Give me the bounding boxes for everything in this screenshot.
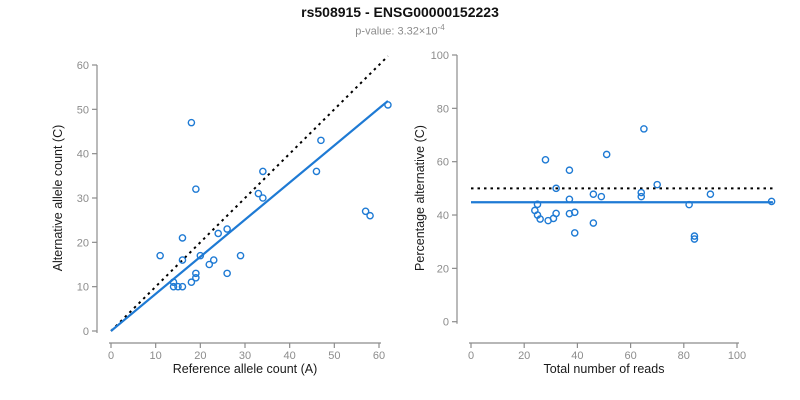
data-point [541, 156, 550, 164]
y-tick-label: 20 [77, 237, 89, 249]
x-tick-label: 40 [284, 350, 296, 362]
figure-title: rs508915 - ENSG00000152223 [301, 4, 499, 20]
x-tick-label: 60 [624, 350, 636, 362]
data-point [178, 282, 187, 291]
y-tick-label: 100 [431, 50, 449, 62]
identity-line [110, 55, 389, 332]
left-x-axis-title: Reference allele count (A) [172, 362, 318, 376]
data-point [653, 180, 662, 189]
data-point [254, 189, 263, 198]
y-tick-label: 60 [77, 60, 89, 72]
y-tick-label: 40 [437, 210, 449, 222]
data-point [366, 211, 374, 220]
data-point [192, 185, 200, 193]
data-point [187, 118, 196, 127]
data-point [384, 101, 392, 109]
data-point [312, 167, 321, 176]
data-point [565, 166, 574, 175]
y-tick-label: 10 [77, 282, 89, 294]
x-tick-label: 0 [108, 350, 114, 362]
data-point [361, 207, 370, 216]
percentage-vs-coverage-scatter: 0 20 40 60 80 100 0 20 40 60 80 100 [431, 50, 776, 362]
y-tick-label: 0 [443, 317, 449, 329]
data-point [209, 256, 218, 264]
x-tick-label: 30 [239, 350, 251, 362]
data-point [767, 197, 776, 206]
left-y-axis-title: Alternative allele count (C) [51, 124, 65, 272]
data-point [690, 232, 699, 240]
regression-line [110, 100, 389, 332]
data-point [156, 251, 164, 260]
pvalue-exponent: -4 [437, 23, 445, 32]
data-point [169, 282, 178, 291]
y-tick-label: 0 [83, 326, 89, 338]
x-tick-label: 10 [150, 350, 162, 362]
data-point [570, 229, 579, 237]
data-point [259, 167, 267, 176]
data-point [259, 194, 267, 202]
data-point [640, 125, 648, 133]
x-tick-label: 40 [571, 350, 583, 362]
data-point [637, 192, 646, 201]
y-tick-label: 40 [77, 149, 89, 161]
x-tick-label: 20 [194, 350, 206, 362]
data-point [565, 209, 574, 218]
data-point [169, 278, 178, 287]
data-point [236, 251, 245, 260]
right-x-axis-title: Total number of reads [543, 362, 665, 376]
data-point [174, 282, 182, 291]
x-tick-label: 50 [328, 350, 340, 362]
x-tick-label: 20 [518, 350, 530, 362]
data-point [178, 234, 187, 242]
data-point [597, 192, 606, 201]
data-point [544, 216, 552, 225]
data-point [192, 269, 200, 278]
x-tick-label: 0 [468, 350, 474, 362]
data-point [196, 251, 205, 260]
data-point [187, 278, 196, 287]
data-point [205, 260, 214, 269]
data-point [685, 200, 693, 209]
data-point [223, 225, 231, 233]
x-tick-label: 100 [728, 350, 746, 362]
data-point [317, 136, 325, 145]
data-point [214, 229, 222, 238]
data-point [533, 200, 542, 209]
data-point [637, 188, 646, 197]
data-point [223, 269, 231, 278]
data-point [690, 235, 699, 243]
data-point [565, 195, 574, 204]
data-point [706, 190, 715, 199]
data-point [552, 184, 560, 193]
x-tick-label: 60 [373, 350, 385, 362]
data-point [589, 219, 598, 227]
data-point [602, 150, 611, 159]
data-point [536, 215, 544, 223]
data-point [192, 273, 200, 282]
y-tick-label: 50 [77, 104, 89, 116]
data-point [589, 190, 598, 199]
y-tick-label: 30 [77, 193, 89, 205]
right-y-axis-title: Percentage alternative (C) [413, 125, 427, 271]
y-tick-label: 20 [437, 263, 449, 275]
pvalue-text: p-value: 3.32×10 [355, 25, 438, 38]
figure-subtitle: p-value: 3.32×10-4 [0, 23, 800, 38]
data-point [178, 256, 187, 264]
x-tick-label: 80 [678, 350, 690, 362]
allele-counts-scatter: 0 10 20 30 40 50 60 0 10 20 30 40 50 60 [77, 55, 392, 362]
y-tick-label: 60 [437, 157, 449, 169]
y-tick-label: 80 [437, 103, 449, 115]
